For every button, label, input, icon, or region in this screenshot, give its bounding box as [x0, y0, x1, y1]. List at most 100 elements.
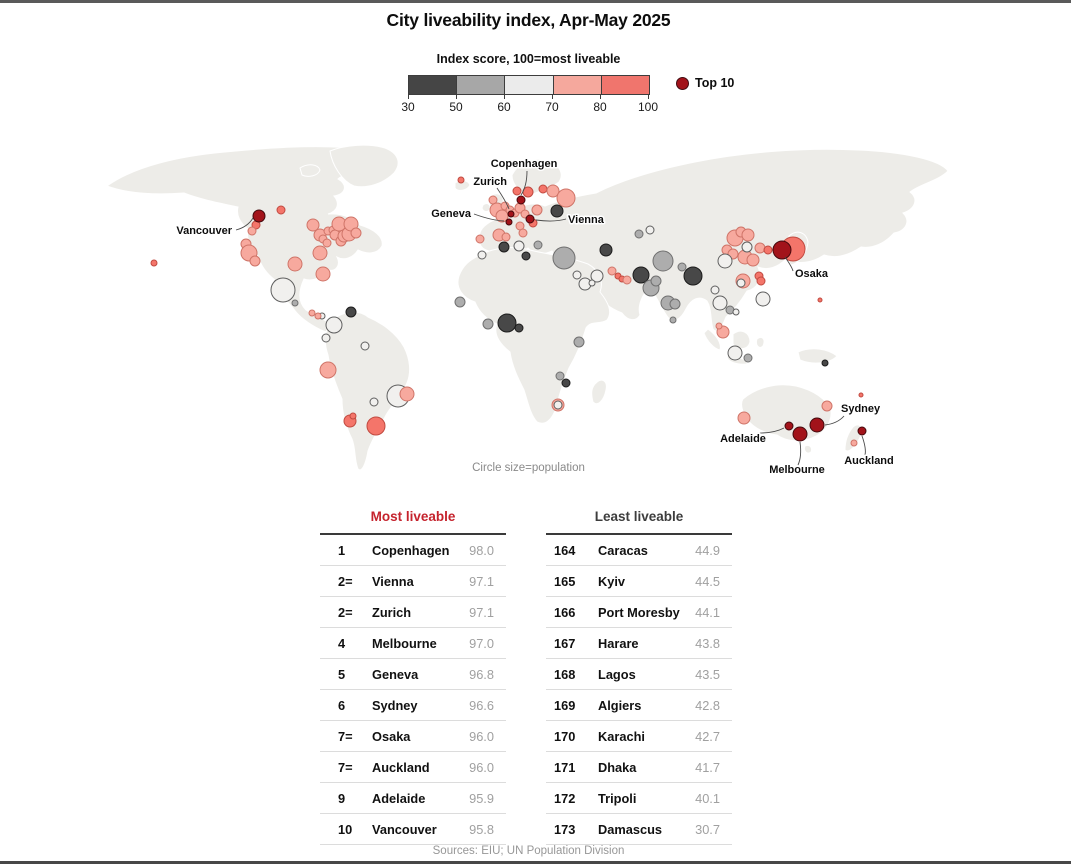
landmass-madagascar — [591, 379, 607, 405]
city-bubble — [632, 266, 650, 284]
score-cell: 96.6 — [469, 697, 494, 713]
city-bubble — [736, 278, 746, 288]
city-bubble — [556, 188, 576, 208]
city-bubble — [500, 201, 510, 211]
city-bubble — [821, 400, 833, 412]
label-leader-line — [496, 187, 510, 210]
city-bubble — [857, 426, 867, 436]
city-bubble — [475, 234, 485, 244]
city-bubble — [735, 273, 751, 289]
city-cell: Karachi — [598, 728, 645, 744]
top10-marker — [676, 76, 689, 90]
city-bubble — [737, 411, 751, 425]
map-land — [105, 144, 949, 471]
city-bubble — [319, 361, 337, 379]
city-bubble — [533, 240, 543, 250]
city-bubble — [249, 255, 261, 267]
landmass-sulawesi — [756, 336, 765, 348]
city-bubble — [515, 221, 525, 231]
score-cell: 97.1 — [469, 573, 494, 589]
city-bubble — [607, 266, 617, 276]
city-bubble — [669, 298, 681, 310]
city-bubble — [727, 248, 739, 260]
city-cell: Caracas — [598, 542, 648, 558]
table-row: 170 Karachi 42.7 — [546, 721, 732, 752]
city-bubble — [492, 228, 506, 242]
city-bubble — [313, 228, 327, 242]
landmass-japan — [785, 231, 809, 266]
landmass-iceland — [454, 180, 471, 191]
city-bubble — [716, 325, 730, 339]
city-bubble — [514, 202, 526, 214]
city-bubble — [650, 275, 662, 287]
city-bubble — [501, 232, 511, 242]
city-bubble — [314, 312, 322, 320]
city-bubble — [727, 345, 743, 361]
city-cell: Tripoli — [598, 790, 637, 806]
landmass-arctic-island — [299, 164, 321, 177]
city-bubble — [329, 229, 341, 241]
legend-tick-mark — [552, 94, 553, 99]
legend-band — [552, 76, 601, 94]
city-cell: Zurich — [372, 604, 412, 620]
city-label: Sydney — [841, 403, 881, 415]
table-body: 1 Copenhagen 98.0 2= Vienna 97.1 2= Zurich 97.1 4… — [320, 533, 506, 845]
city-bubble — [622, 275, 632, 285]
rank-cell: 172 — [554, 790, 576, 806]
label-leader-line — [535, 218, 567, 222]
city-bubble — [399, 386, 415, 402]
score-cell: 43.5 — [695, 666, 720, 682]
city-bubble — [817, 297, 823, 303]
rank-cell: 170 — [554, 728, 576, 744]
landmass-java — [726, 355, 748, 365]
rank-cell: 173 — [554, 821, 576, 837]
map-bubbles — [150, 176, 867, 447]
city-bubble — [318, 234, 328, 244]
rank-cell: 171 — [554, 759, 576, 775]
city-bubble — [555, 371, 565, 381]
landmass-south-america — [324, 311, 411, 471]
city-bubble — [276, 205, 286, 215]
city-bubble — [553, 400, 563, 410]
city-label: Zurich — [473, 176, 507, 188]
city-cell: Sydney — [372, 697, 418, 713]
city-bubble — [712, 295, 728, 311]
score-cell: 41.7 — [695, 759, 720, 775]
rank-cell: 1 — [338, 542, 346, 558]
city-bubble — [573, 336, 585, 348]
city-bubble — [756, 276, 766, 286]
city-bubble — [328, 225, 338, 235]
city-bubble — [322, 238, 332, 248]
city-bubble — [763, 245, 773, 255]
table-row: 166 Port Moresby 44.1 — [546, 597, 732, 628]
city-bubble — [349, 412, 357, 420]
landmass-africa — [457, 247, 611, 424]
city-cell: Adelaide — [372, 790, 426, 806]
table-title: Least liveable — [594, 509, 684, 524]
city-bubble — [652, 250, 674, 272]
landmass-sumatra — [703, 328, 721, 351]
table-row: 9 Adelaide 95.9 — [320, 783, 506, 814]
city-bubble — [510, 208, 520, 218]
city-bubble — [525, 214, 535, 224]
score-cell: 44.1 — [695, 604, 720, 620]
city-cell: Lagos — [598, 666, 636, 682]
city-bubble — [507, 210, 515, 218]
city-bubble — [732, 308, 740, 316]
city-bubble — [669, 316, 677, 324]
city-cell: Auckland — [372, 759, 430, 775]
city-bubble — [337, 229, 351, 243]
city-bubble — [550, 204, 564, 218]
city-label: Osaka — [795, 268, 829, 280]
city-bubble — [599, 243, 613, 257]
city-bubble — [488, 195, 498, 205]
landmass-philippines — [757, 292, 768, 308]
city-bubble — [251, 220, 261, 230]
city-bubble — [270, 277, 296, 303]
city-bubble — [677, 262, 687, 272]
table-row: 10 Vancouver 95.8 — [320, 814, 506, 845]
table-row: 2= Zurich 97.1 — [320, 597, 506, 628]
chart-title: City liveability index, Apr-May 2025 — [386, 10, 671, 30]
table-row: 7= Auckland 96.0 — [320, 752, 506, 783]
table-row: 1 Copenhagen 98.0 — [320, 535, 506, 566]
